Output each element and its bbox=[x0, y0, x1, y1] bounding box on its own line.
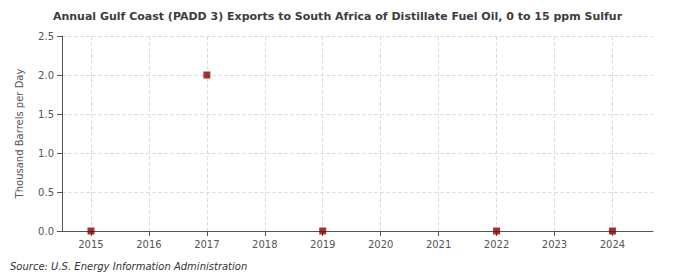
svg-text:0.0: 0.0 bbox=[38, 226, 54, 237]
svg-text:2018: 2018 bbox=[252, 239, 277, 250]
svg-text:2019: 2019 bbox=[310, 239, 335, 250]
svg-text:1.5: 1.5 bbox=[38, 109, 54, 120]
svg-text:Annual Gulf Coast (PADD 3) Exp: Annual Gulf Coast (PADD 3) Exports to So… bbox=[53, 10, 623, 23]
svg-text:2020: 2020 bbox=[368, 239, 393, 250]
svg-text:2016: 2016 bbox=[136, 239, 161, 250]
svg-text:2.0: 2.0 bbox=[38, 70, 54, 81]
svg-text:1.0: 1.0 bbox=[38, 148, 54, 159]
svg-text:Source: U.S. Energy Informatio: Source: U.S. Energy Information Administ… bbox=[10, 261, 247, 272]
svg-text:Thousand Barrels per Day: Thousand Barrels per Day bbox=[14, 69, 25, 200]
svg-text:2023: 2023 bbox=[542, 239, 567, 250]
svg-text:2021: 2021 bbox=[426, 239, 451, 250]
svg-text:2024: 2024 bbox=[600, 239, 625, 250]
svg-text:2.5: 2.5 bbox=[38, 31, 54, 42]
svg-text:0.5: 0.5 bbox=[38, 187, 54, 198]
svg-text:2015: 2015 bbox=[78, 239, 103, 250]
svg-text:2017: 2017 bbox=[194, 239, 219, 250]
svg-text:2022: 2022 bbox=[484, 239, 509, 250]
